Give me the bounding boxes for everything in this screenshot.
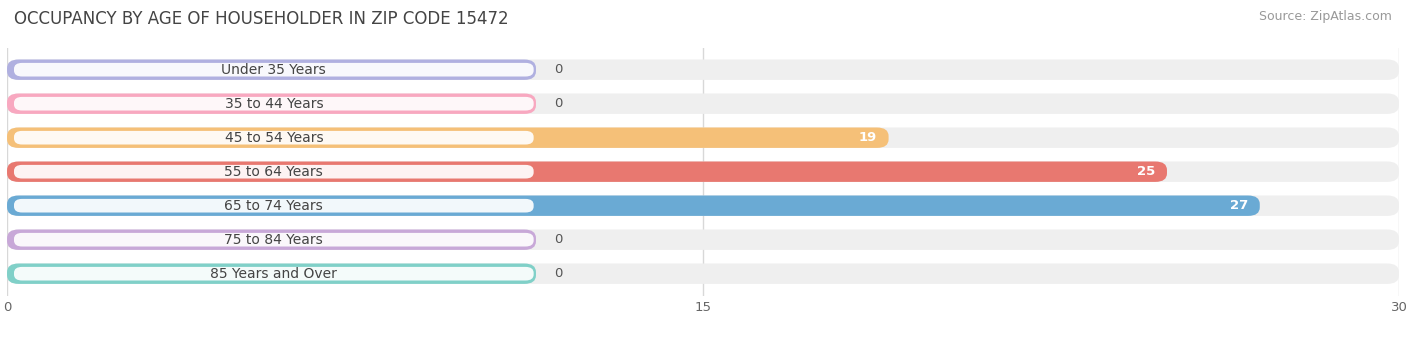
Text: 75 to 84 Years: 75 to 84 Years bbox=[225, 233, 323, 247]
Text: OCCUPANCY BY AGE OF HOUSEHOLDER IN ZIP CODE 15472: OCCUPANCY BY AGE OF HOUSEHOLDER IN ZIP C… bbox=[14, 10, 509, 28]
FancyBboxPatch shape bbox=[14, 63, 534, 76]
Text: 45 to 54 Years: 45 to 54 Years bbox=[225, 131, 323, 145]
Text: 0: 0 bbox=[554, 233, 562, 246]
Text: 85 Years and Over: 85 Years and Over bbox=[211, 267, 337, 281]
Text: 55 to 64 Years: 55 to 64 Years bbox=[225, 165, 323, 179]
Text: 65 to 74 Years: 65 to 74 Years bbox=[225, 199, 323, 213]
FancyBboxPatch shape bbox=[14, 267, 534, 280]
FancyBboxPatch shape bbox=[7, 162, 1399, 182]
Text: 25: 25 bbox=[1137, 165, 1156, 178]
Text: 0: 0 bbox=[554, 97, 562, 110]
FancyBboxPatch shape bbox=[14, 199, 534, 212]
FancyBboxPatch shape bbox=[7, 264, 1399, 284]
FancyBboxPatch shape bbox=[7, 264, 536, 284]
FancyBboxPatch shape bbox=[7, 195, 1260, 216]
FancyBboxPatch shape bbox=[7, 195, 1399, 216]
FancyBboxPatch shape bbox=[7, 59, 1399, 80]
FancyBboxPatch shape bbox=[7, 94, 536, 114]
FancyBboxPatch shape bbox=[7, 59, 536, 80]
Text: Source: ZipAtlas.com: Source: ZipAtlas.com bbox=[1258, 10, 1392, 23]
FancyBboxPatch shape bbox=[7, 230, 536, 250]
FancyBboxPatch shape bbox=[7, 128, 889, 148]
FancyBboxPatch shape bbox=[7, 128, 1399, 148]
Text: 35 to 44 Years: 35 to 44 Years bbox=[225, 97, 323, 111]
FancyBboxPatch shape bbox=[14, 131, 534, 144]
FancyBboxPatch shape bbox=[7, 230, 1399, 250]
FancyBboxPatch shape bbox=[7, 162, 1167, 182]
Text: Under 35 Years: Under 35 Years bbox=[221, 63, 326, 77]
FancyBboxPatch shape bbox=[14, 233, 534, 246]
Text: 0: 0 bbox=[554, 63, 562, 76]
Text: 19: 19 bbox=[859, 131, 877, 144]
Text: 0: 0 bbox=[554, 267, 562, 280]
FancyBboxPatch shape bbox=[14, 165, 534, 179]
FancyBboxPatch shape bbox=[7, 94, 1399, 114]
Text: 27: 27 bbox=[1230, 199, 1249, 212]
FancyBboxPatch shape bbox=[14, 97, 534, 110]
